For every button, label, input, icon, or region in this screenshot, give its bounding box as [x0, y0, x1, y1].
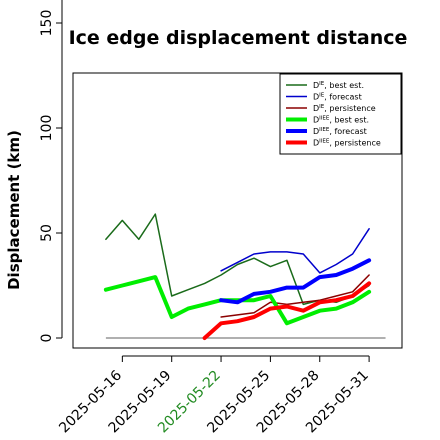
legend: DIE, best est. DIE, forecast DIE, persiste…: [279, 73, 402, 155]
plot-frame: [72, 72, 403, 349]
legend-entry-1: DIE, best est.: [313, 81, 364, 90]
y-tick-label: 0: [39, 334, 55, 343]
y-tick-label: 150: [39, 10, 55, 37]
y-tick-label: 50: [39, 224, 55, 242]
y-tick-label: 100: [39, 115, 55, 142]
legend-entry-6: DIIEE, persistence: [313, 139, 381, 148]
x-axis: 2025-05-162025-05-192025-05-222025-05-25…: [56, 355, 372, 436]
legend-entry-3: DIE, persistence: [313, 104, 376, 113]
series-line-2: [220, 228, 370, 274]
legend-entry-2: DIE, forecast: [313, 93, 362, 102]
legend-entry-4: DIIEE, best est.: [313, 116, 369, 125]
series-line-1: [105, 213, 370, 306]
series-line-3: [220, 274, 370, 318]
series-line-6: [202, 281, 372, 340]
legend-entry-5: DIIEE, forecast: [313, 127, 367, 136]
series-line-5: [219, 258, 372, 305]
y-axis: 050100150200250: [39, 0, 63, 343]
y-axis-label: Displacement (km): [5, 130, 23, 290]
chart-title: Ice edge displacement distance: [69, 27, 408, 49]
plot-area: [103, 213, 386, 340]
